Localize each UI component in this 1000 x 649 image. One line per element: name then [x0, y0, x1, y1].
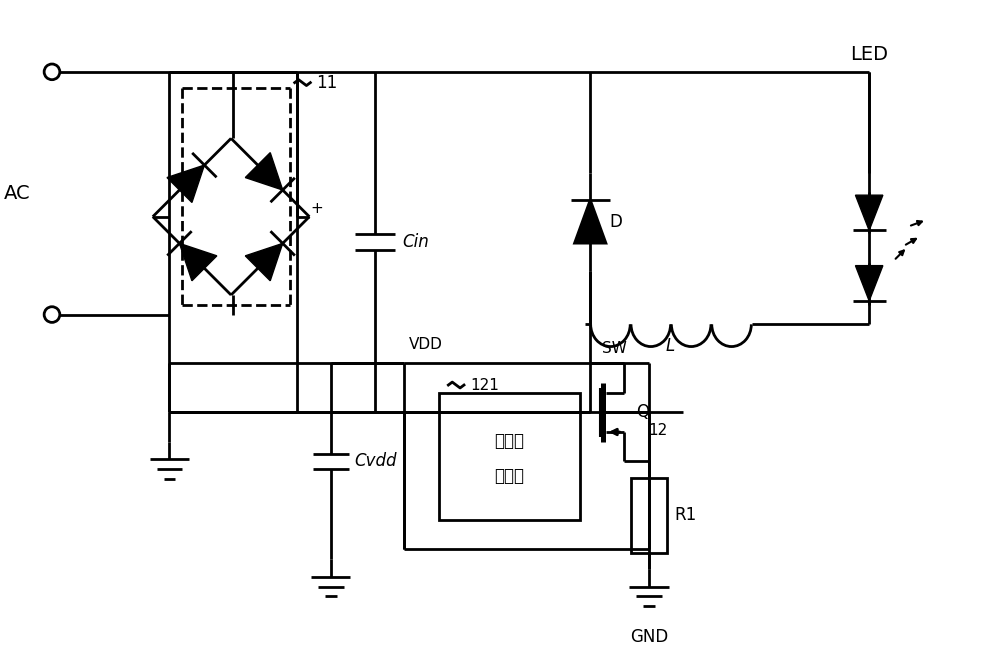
Text: R1: R1 [674, 506, 697, 524]
Polygon shape [167, 165, 204, 202]
Text: L: L [666, 337, 675, 355]
Text: 121: 121 [470, 378, 499, 393]
Text: Cvdd: Cvdd [354, 452, 397, 471]
Text: 制电路: 制电路 [494, 467, 524, 485]
Text: 12: 12 [648, 422, 667, 437]
Polygon shape [575, 200, 606, 243]
Polygon shape [179, 243, 217, 281]
Bar [631, 478, 667, 553]
Bar [439, 393, 580, 520]
Polygon shape [245, 153, 283, 190]
Text: SW: SW [602, 341, 627, 356]
Polygon shape [245, 243, 283, 281]
Text: Cin: Cin [402, 233, 429, 251]
Text: 11: 11 [316, 73, 337, 92]
Text: AC: AC [4, 184, 30, 202]
Polygon shape [855, 195, 883, 230]
Text: GND: GND [630, 628, 668, 646]
Text: VDD: VDD [409, 337, 443, 352]
Text: +: + [311, 201, 324, 216]
Text: 恒流控: 恒流控 [494, 432, 524, 450]
Text: Q: Q [636, 404, 649, 421]
Text: LED: LED [850, 45, 888, 64]
Text: D: D [610, 213, 623, 230]
Polygon shape [855, 265, 883, 301]
